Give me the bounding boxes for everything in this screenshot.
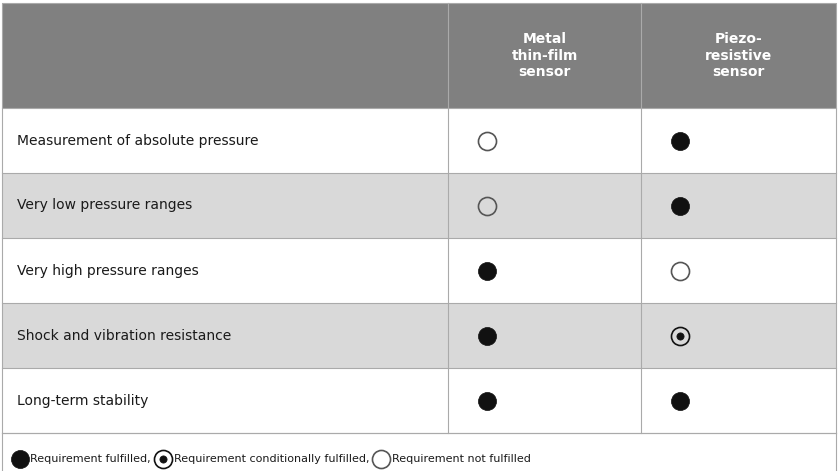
Bar [2,108,836,173]
Bar [2,303,836,368]
Text: Long-term stability: Long-term stability [17,393,148,407]
Text: Requirement not fulfilled: Requirement not fulfilled [391,454,530,464]
Text: Requirement fulfilled,: Requirement fulfilled, [30,454,151,464]
Text: Piezo-
resistive
sensor: Piezo- resistive sensor [705,32,772,79]
Bar [2,238,836,303]
Text: Requirement conditionally fulfilled,: Requirement conditionally fulfilled, [173,454,369,464]
Bar [2,3,836,108]
Text: Measurement of absolute pressure: Measurement of absolute pressure [17,133,258,147]
Bar [2,368,836,433]
Bar [2,433,836,471]
Text: Shock and vibration resistance: Shock and vibration resistance [17,328,231,342]
Text: Very low pressure ranges: Very low pressure ranges [17,198,192,212]
Text: Very high pressure ranges: Very high pressure ranges [17,263,199,277]
Text: Metal
thin-film
sensor: Metal thin-film sensor [511,32,578,79]
Bar [2,173,836,238]
